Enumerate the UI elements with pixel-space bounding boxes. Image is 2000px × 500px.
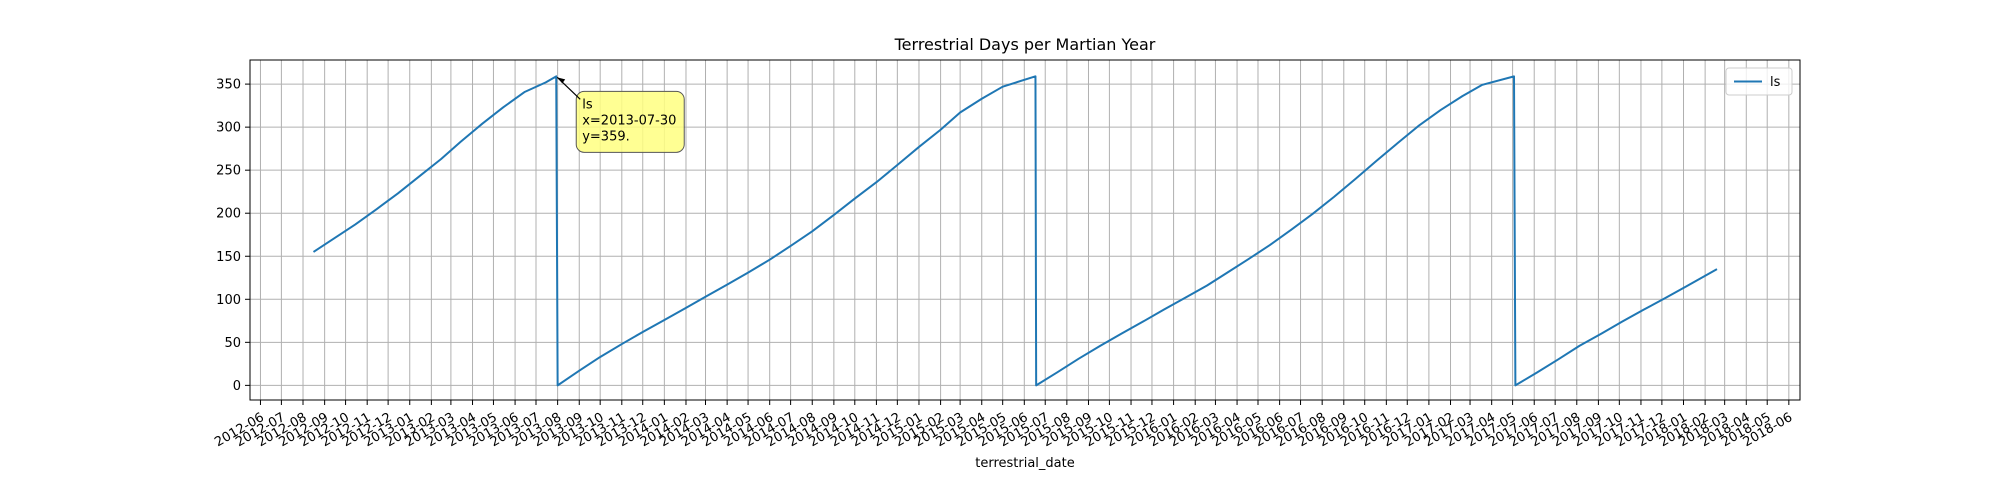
y-tick-label: 350 xyxy=(216,78,241,93)
legend: ls xyxy=(1725,67,1793,96)
y-tick-label: 300 xyxy=(216,121,241,136)
legend-label: ls xyxy=(1770,75,1781,90)
tooltip-line: y=359. xyxy=(582,129,630,144)
tooltip-box xyxy=(575,90,685,153)
y-tick-label: 0 xyxy=(233,379,241,394)
tooltip-annotation: lsx=2013-07-30y=359. xyxy=(556,76,685,153)
tooltip-line: x=2013-07-30 xyxy=(582,113,676,128)
y-tick-label: 100 xyxy=(216,293,241,308)
y-gridlines xyxy=(250,83,1800,386)
y-tick-label: 250 xyxy=(216,164,241,179)
y-axis-ticks: 0 50 100 150 200 250 300 350 xyxy=(216,78,250,394)
tooltip-line: ls xyxy=(582,97,593,112)
plot-frame xyxy=(249,59,1801,401)
tooltip-arrowhead xyxy=(557,77,566,84)
x-axis-label: terrestrial_date xyxy=(975,456,1075,471)
series-layer xyxy=(312,75,1718,387)
y-tick-label: 150 xyxy=(216,250,241,265)
chart-title: Terrestrial Days per Martian Year xyxy=(894,35,1156,54)
y-tick-label: 200 xyxy=(216,207,241,222)
y-tick-label: 50 xyxy=(224,336,241,351)
x-gridlines xyxy=(259,60,1790,400)
series-line-ls xyxy=(312,75,1718,387)
